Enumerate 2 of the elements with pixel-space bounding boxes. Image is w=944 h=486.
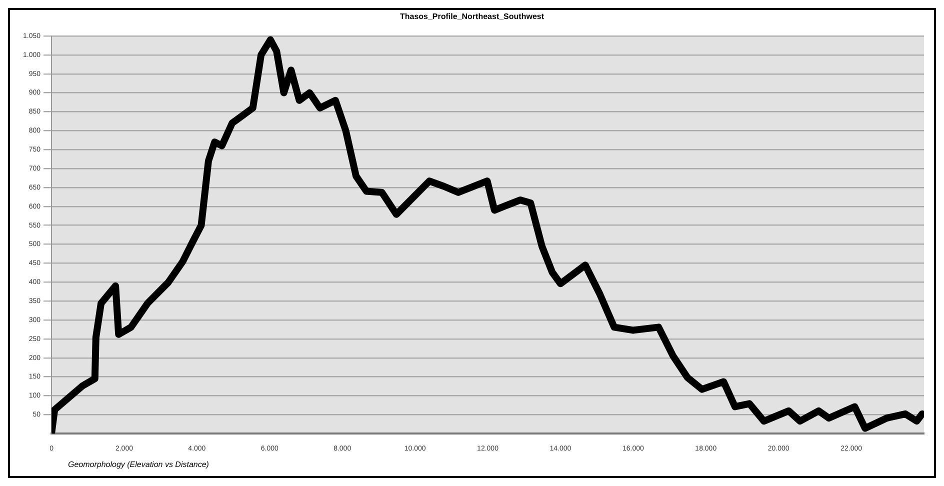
text: Geomorphology (Elevation vs Distance) [68, 460, 209, 469]
chart-title: Thasos_Profile_Northeast_Southwest [398, 12, 546, 21]
